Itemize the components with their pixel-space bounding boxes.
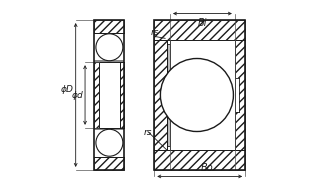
Bar <box>154 40 167 150</box>
Text: rs: rs <box>151 28 159 37</box>
Bar <box>154 150 245 170</box>
Bar <box>235 78 239 112</box>
Text: Bo: Bo <box>201 163 214 173</box>
Text: $\phi$D: $\phi$D <box>60 83 75 96</box>
Bar <box>154 40 245 150</box>
Text: $\phi$d: $\phi$d <box>71 89 84 101</box>
Circle shape <box>160 59 233 131</box>
Circle shape <box>96 129 123 156</box>
Circle shape <box>96 34 123 61</box>
Bar <box>154 20 245 40</box>
Bar <box>94 20 124 170</box>
Bar <box>235 40 245 150</box>
Bar <box>94 157 124 170</box>
Text: rs: rs <box>144 128 153 137</box>
Bar <box>94 128 124 130</box>
Bar <box>167 44 170 146</box>
Text: Bi: Bi <box>198 18 207 28</box>
Bar <box>94 20 124 33</box>
Bar <box>120 62 124 128</box>
Bar <box>154 20 245 170</box>
Bar <box>99 62 120 128</box>
Bar <box>94 60 124 62</box>
Bar <box>94 62 99 128</box>
